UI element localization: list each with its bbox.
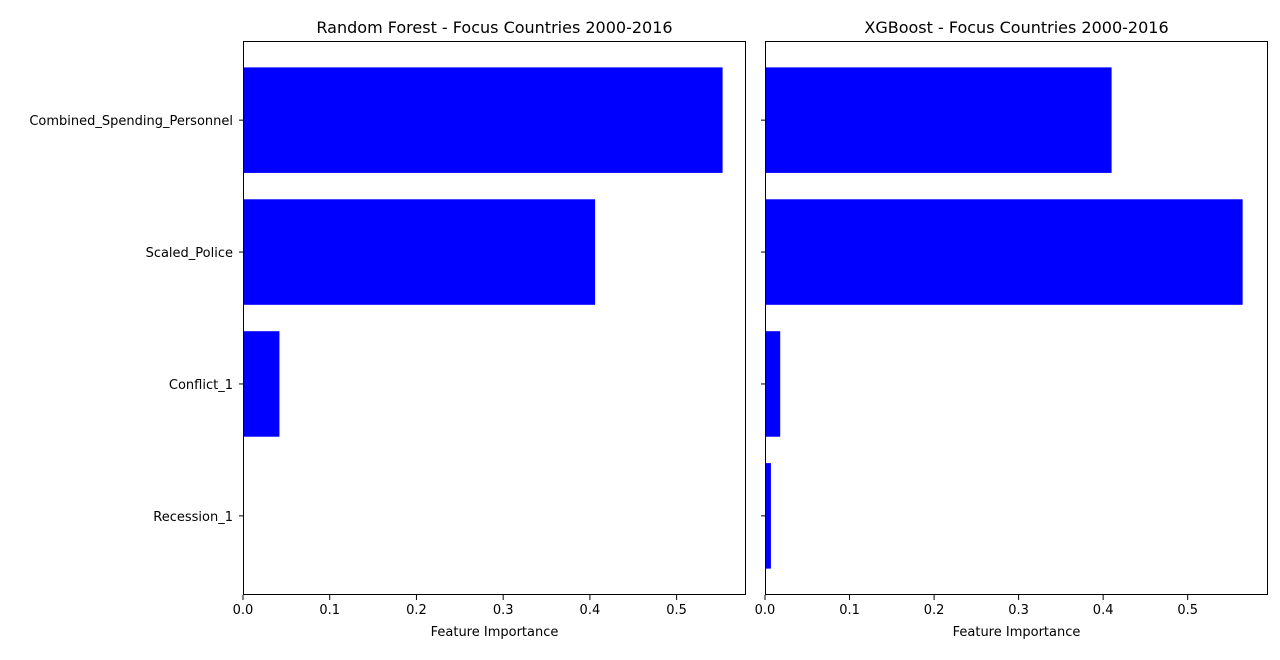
random-forest-xtick-label-5: 0.5 — [666, 603, 687, 618]
xgboost-bar-1 — [765, 199, 1243, 305]
random-forest-ytick-label-0: Combined_Spending_Personnel — [29, 114, 233, 129]
random-forest-xtick-label-1: 0.1 — [319, 603, 340, 618]
random-forest-panel: Random Forest - Focus Countries 2000-201… — [29, 18, 746, 640]
xgboost-xtick-label-5: 0.5 — [1177, 603, 1198, 618]
random-forest-xtick-label-3: 0.3 — [493, 603, 514, 618]
xgboost-bar-0 — [765, 67, 1112, 173]
random-forest-xlabel: Feature Importance — [431, 625, 559, 640]
xgboost-xtick-label-2: 0.2 — [924, 603, 945, 618]
xgboost-xlabel: Feature Importance — [953, 625, 1081, 640]
random-forest-ytick-label-1: Scaled_Police — [146, 246, 233, 261]
xgboost-xtick-label-4: 0.4 — [1093, 603, 1114, 618]
random-forest-xtick-label-4: 0.4 — [580, 603, 601, 618]
xgboost-xtick-label-1: 0.1 — [839, 603, 860, 618]
random-forest-xtick-label-2: 0.2 — [406, 603, 427, 618]
xgboost-axes-frame — [765, 41, 1268, 595]
xgboost-bar-2 — [765, 331, 781, 437]
xgboost-panel: XGBoost - Focus Countries 2000-2016 Feat… — [755, 18, 1268, 640]
xgboost-bar-3 — [765, 463, 771, 569]
random-forest-bar-2 — [243, 331, 280, 437]
xgboost-xtick-label-3: 0.3 — [1008, 603, 1029, 618]
random-forest-title: Random Forest - Focus Countries 2000-201… — [316, 18, 672, 37]
random-forest-axes-frame — [243, 41, 746, 595]
random-forest-bar-0 — [243, 67, 723, 173]
random-forest-ytick-label-3: Recession_1 — [153, 510, 233, 525]
xgboost-xtick-label-0: 0.0 — [755, 603, 776, 618]
xgboost-title: XGBoost - Focus Countries 2000-2016 — [864, 18, 1168, 37]
random-forest-xtick-label-0: 0.0 — [233, 603, 254, 618]
random-forest-bar-1 — [243, 199, 596, 305]
random-forest-ytick-label-2: Conflict_1 — [169, 378, 233, 393]
